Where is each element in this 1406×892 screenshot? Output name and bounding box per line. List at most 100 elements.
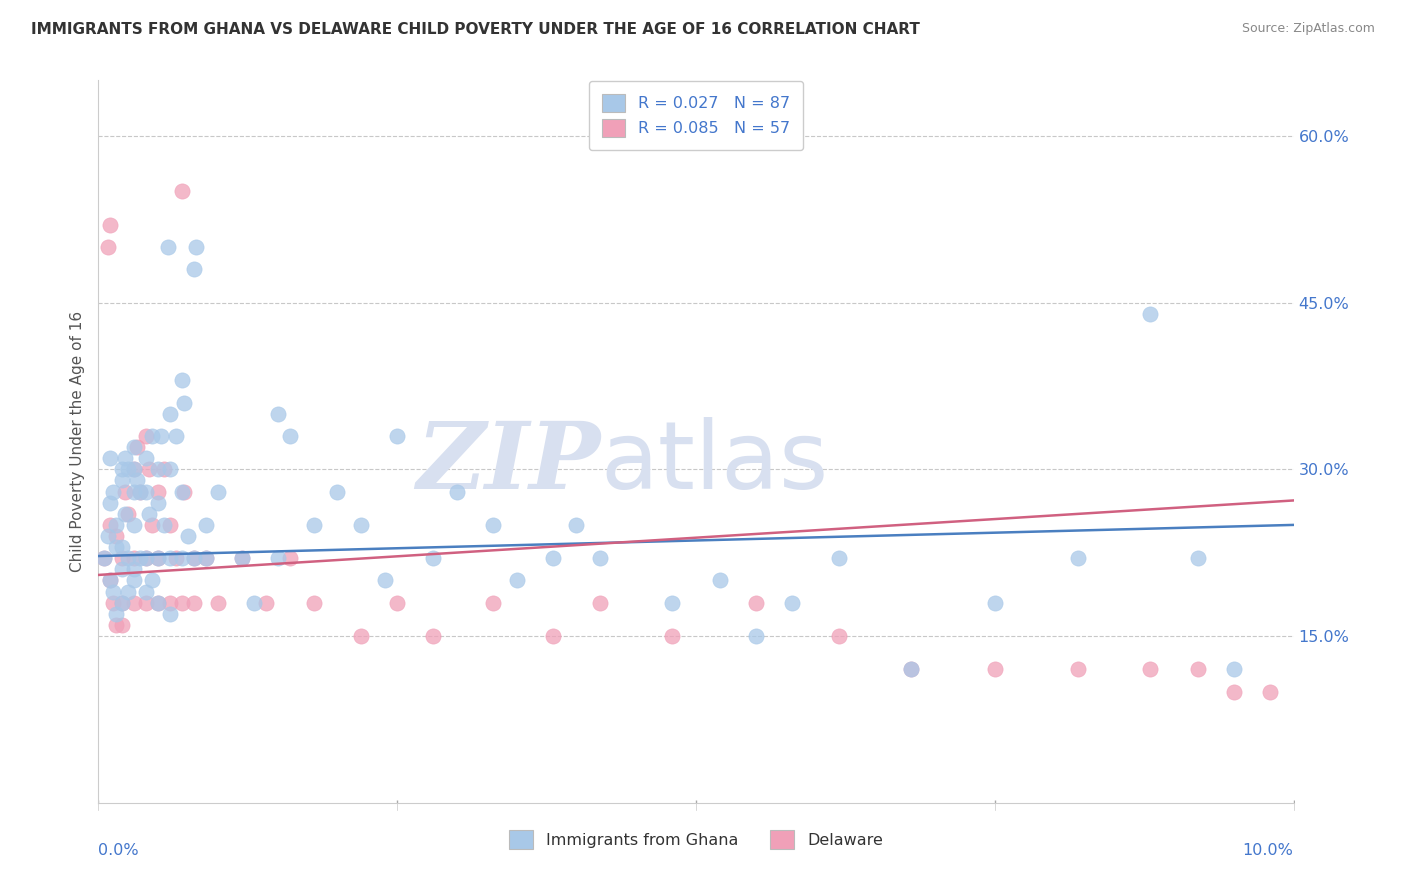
Point <box>207 484 229 499</box>
Point <box>159 407 181 421</box>
Point <box>1139 662 1161 676</box>
Point <box>117 507 139 521</box>
Point <box>278 429 301 443</box>
Point <box>124 462 146 476</box>
Point <box>101 584 124 599</box>
Point <box>111 562 134 576</box>
Point <box>148 484 170 499</box>
Point <box>124 562 146 576</box>
Point <box>98 574 122 588</box>
Text: 0.0%: 0.0% <box>98 843 139 857</box>
Point <box>148 496 170 510</box>
Point <box>125 474 148 488</box>
Point <box>446 484 468 499</box>
Point <box>98 517 122 532</box>
Text: IMMIGRANTS FROM GHANA VS DELAWARE CHILD POVERTY UNDER THE AGE OF 16 CORRELATION : IMMIGRANTS FROM GHANA VS DELAWARE CHILD … <box>31 22 920 37</box>
Point <box>129 551 152 566</box>
Point <box>828 629 851 643</box>
Point <box>1223 662 1246 676</box>
Point <box>172 596 194 610</box>
Point <box>114 507 136 521</box>
Point <box>172 484 194 499</box>
Point <box>589 551 612 566</box>
Point <box>111 596 134 610</box>
Point <box>93 551 115 566</box>
Point <box>159 551 181 566</box>
Point <box>149 429 172 443</box>
Point <box>482 517 505 532</box>
Point <box>105 607 128 621</box>
Point <box>141 574 163 588</box>
Point <box>195 517 218 532</box>
Text: 10.0%: 10.0% <box>1243 843 1294 857</box>
Point <box>589 596 612 610</box>
Point <box>111 596 134 610</box>
Legend: Immigrants from Ghana, Delaware: Immigrants from Ghana, Delaware <box>498 819 894 860</box>
Y-axis label: Child Poverty Under the Age of 16: Child Poverty Under the Age of 16 <box>69 311 84 572</box>
Text: Source: ZipAtlas.com: Source: ZipAtlas.com <box>1241 22 1375 36</box>
Point <box>148 551 170 566</box>
Point <box>138 462 160 476</box>
Point <box>565 517 588 532</box>
Point <box>135 484 157 499</box>
Point <box>231 551 253 566</box>
Point <box>243 596 266 610</box>
Point <box>101 484 124 499</box>
Point <box>105 618 128 632</box>
Point <box>231 551 253 566</box>
Point <box>173 395 195 409</box>
Point <box>111 618 134 632</box>
Point <box>117 551 139 566</box>
Point <box>141 517 163 532</box>
Point <box>900 662 922 676</box>
Point <box>148 596 170 610</box>
Point <box>183 551 205 566</box>
Point <box>111 551 134 566</box>
Point <box>153 462 176 476</box>
Point <box>165 429 187 443</box>
Point <box>117 462 139 476</box>
Point <box>124 484 146 499</box>
Point <box>125 440 148 454</box>
Point <box>828 551 851 566</box>
Point <box>114 451 136 466</box>
Point <box>93 551 115 566</box>
Point <box>97 529 120 543</box>
Point <box>98 574 122 588</box>
Point <box>117 584 139 599</box>
Point <box>482 596 505 610</box>
Point <box>159 462 181 476</box>
Point <box>385 596 409 610</box>
Point <box>186 240 208 254</box>
Point <box>1067 662 1090 676</box>
Point <box>148 551 170 566</box>
Point <box>661 596 683 610</box>
Point <box>98 218 122 232</box>
Point <box>207 596 229 610</box>
Point <box>111 474 134 488</box>
Point <box>135 451 157 466</box>
Point <box>97 240 120 254</box>
Point <box>745 596 768 610</box>
Point <box>124 551 146 566</box>
Point <box>541 629 564 643</box>
Point <box>173 484 195 499</box>
Point <box>111 462 134 476</box>
Point <box>183 596 205 610</box>
Point <box>105 529 128 543</box>
Point <box>422 551 444 566</box>
Point <box>172 185 194 199</box>
Point <box>105 517 128 532</box>
Point <box>141 429 163 443</box>
Point <box>124 517 146 532</box>
Point <box>105 540 128 554</box>
Point <box>124 462 146 476</box>
Point <box>183 262 205 277</box>
Point <box>159 607 181 621</box>
Point <box>129 484 152 499</box>
Point <box>98 451 122 466</box>
Point <box>709 574 731 588</box>
Point <box>156 240 179 254</box>
Point <box>326 484 349 499</box>
Point <box>183 551 205 566</box>
